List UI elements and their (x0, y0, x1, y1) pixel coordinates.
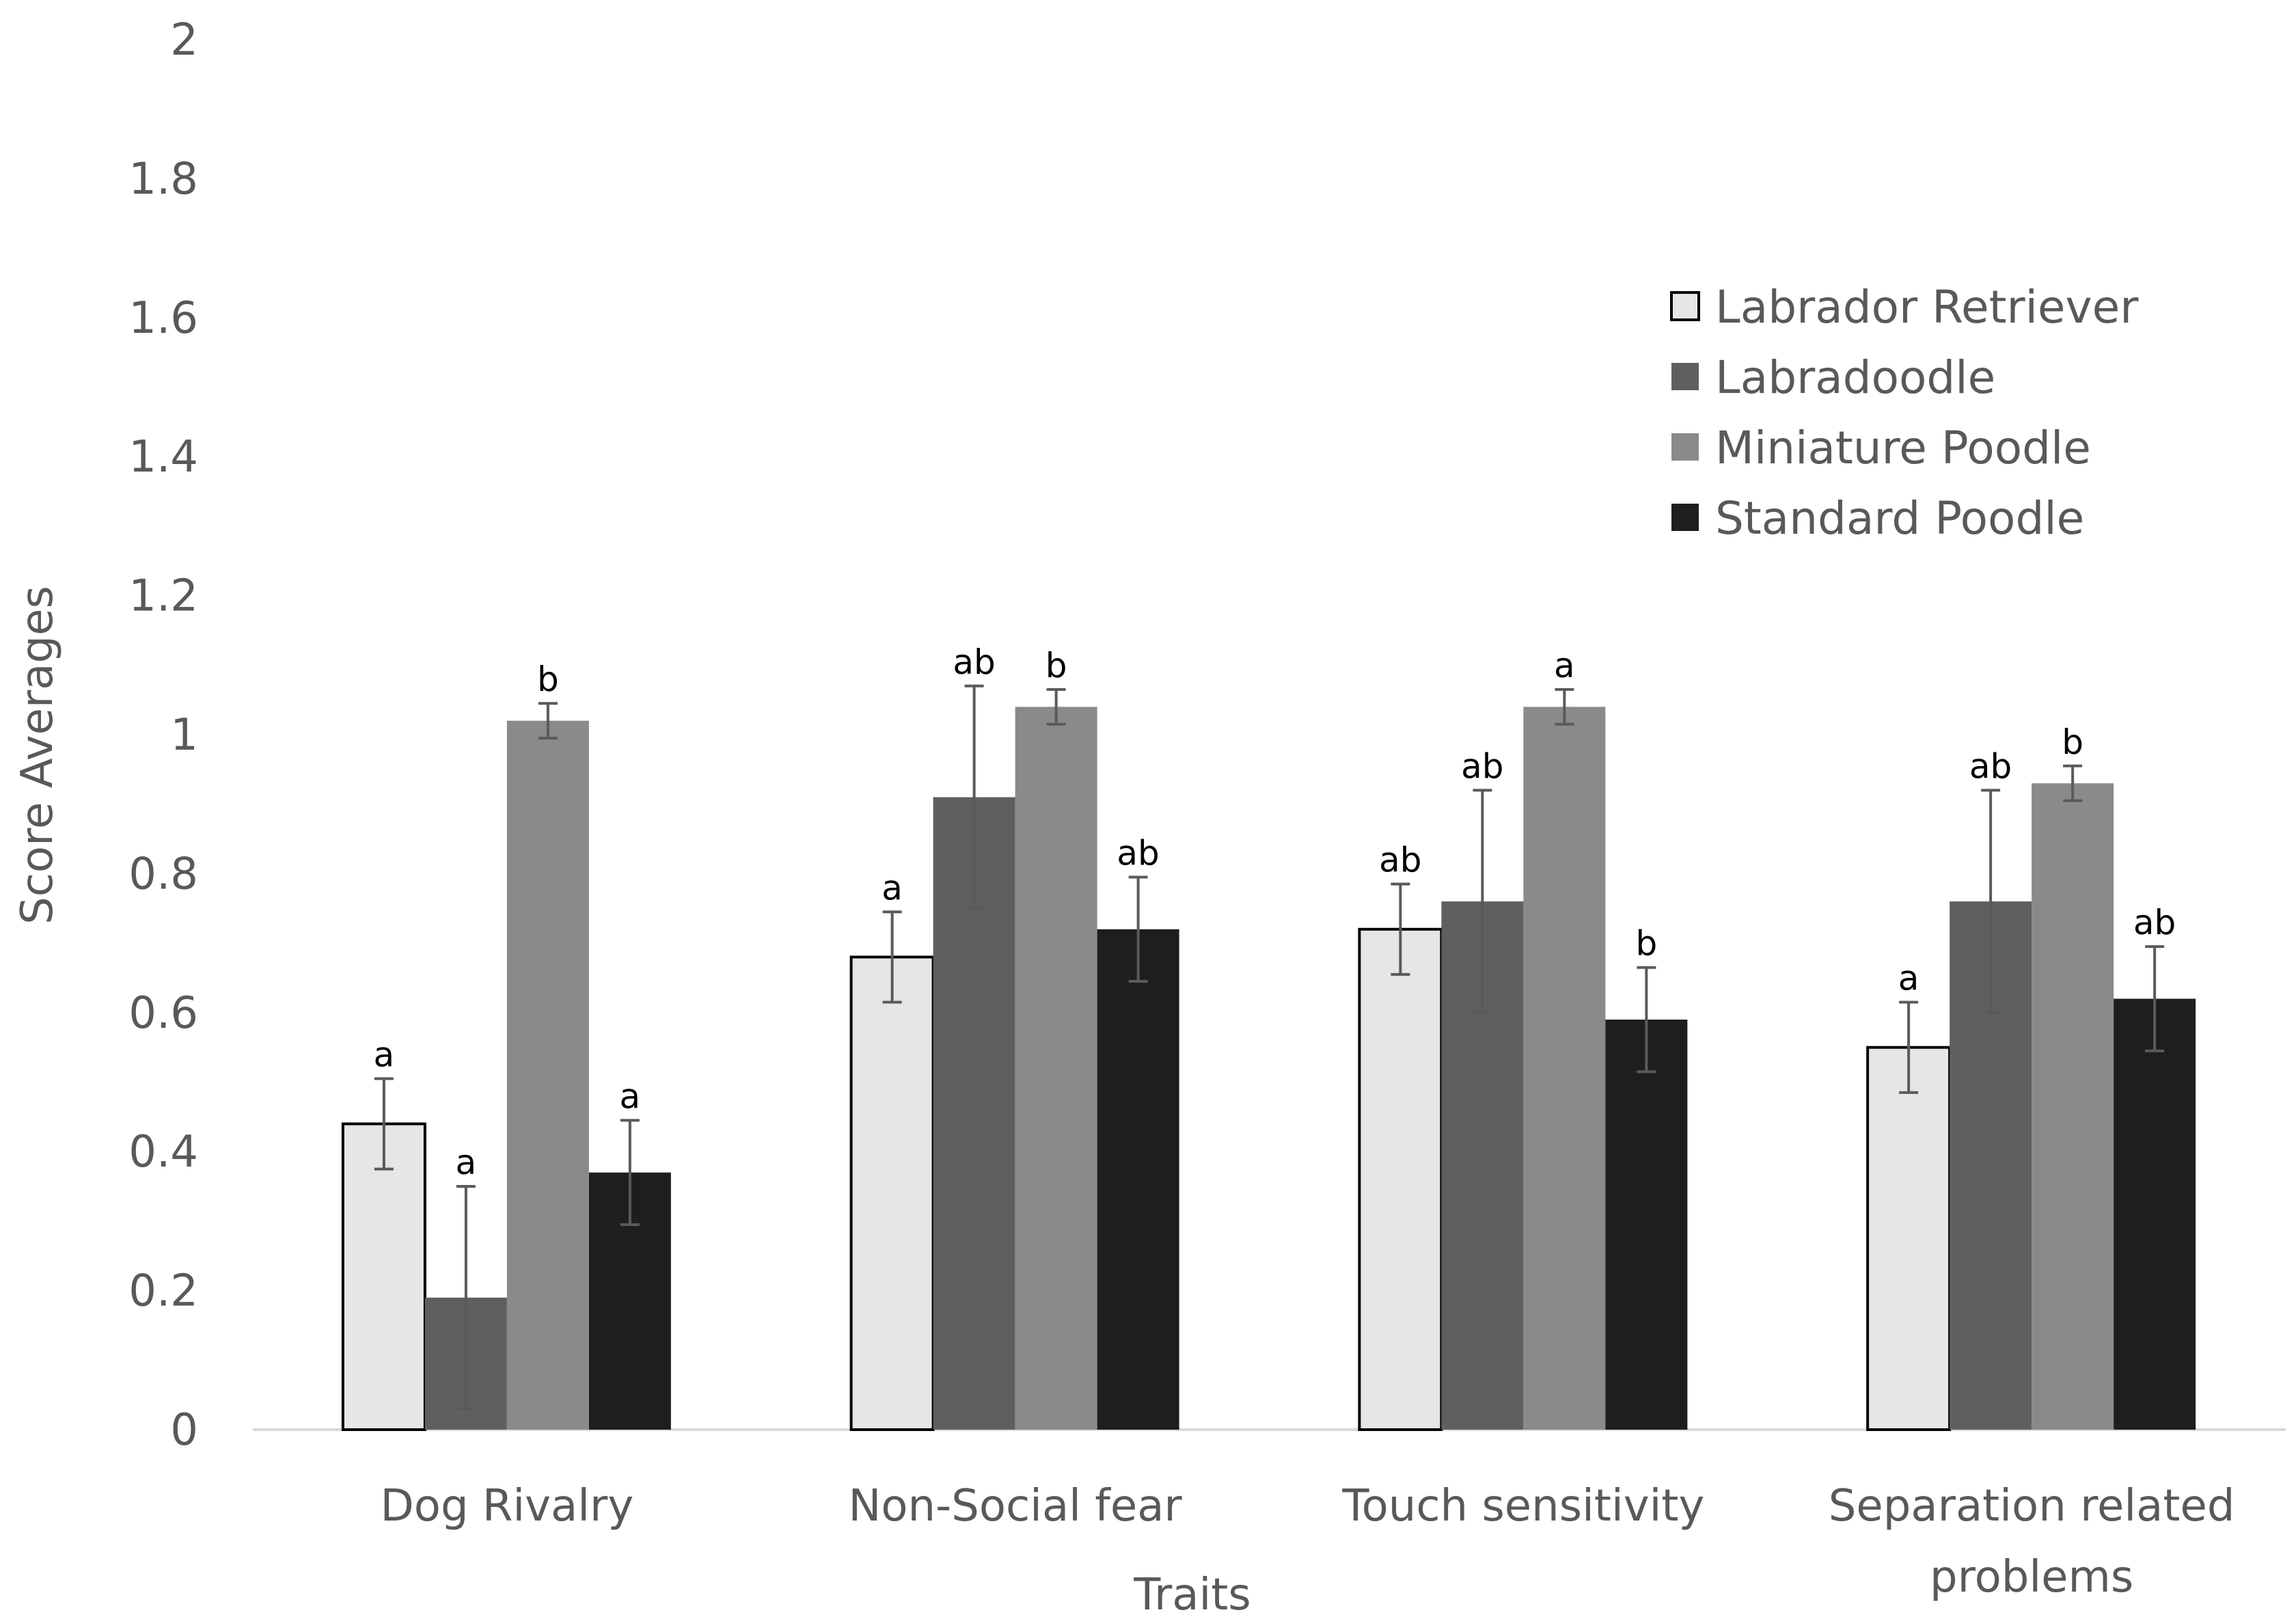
x-category-label: Touch sensitivity (1341, 1481, 1704, 1531)
y-axis-title: Score Averages (12, 586, 63, 925)
significance-letter: b (2062, 722, 2083, 762)
bar (1358, 927, 1443, 1431)
bar (1605, 1019, 1688, 1430)
category-labels: Dog Rivalry Non-Social fear Touch sensitiv… (381, 1481, 2235, 1603)
y-tick-label: 0.4 (128, 1127, 198, 1177)
bar (2032, 783, 2114, 1430)
y-tick-label: 1.2 (128, 571, 198, 622)
significance-letter: ab (1379, 841, 1421, 880)
legend-swatch (1671, 504, 1699, 531)
significance-letter: a (620, 1076, 641, 1116)
significance-letter: ab (1969, 746, 2012, 786)
y-tick-label: 0.6 (128, 988, 198, 1039)
significance-letter: a (1898, 959, 1919, 998)
y-tick-label: 1.8 (128, 154, 198, 204)
legend-swatch (1670, 291, 1700, 321)
legend-label: Labradoodle (1715, 351, 1995, 404)
legend-swatch (1671, 433, 1699, 461)
significance-letter: b (1046, 646, 1067, 685)
legend: Labrador Retriever Labradoodle Miniature P… (1670, 281, 2139, 545)
significance-letter: ab (953, 642, 995, 682)
bar (506, 720, 589, 1430)
y-tick-label: 0.2 (128, 1266, 198, 1317)
bar (849, 955, 935, 1431)
x-axis-title: Traits (1133, 1570, 1250, 1620)
y-tick-label: 2 (170, 15, 198, 66)
y-tick-label: 0.8 (128, 849, 198, 899)
significance-letter: b (537, 659, 559, 699)
x-category-label: Dog Rivalry (381, 1481, 634, 1531)
significance-letter: a (374, 1035, 395, 1074)
significance-letter: a (456, 1143, 477, 1182)
significance-letter: a (882, 868, 903, 908)
significance-letter: ab (2133, 903, 2176, 942)
bar (2114, 998, 2196, 1430)
bar (1866, 1046, 1952, 1431)
y-axis-ticks: 0 0.2 0.4 0.6 0.8 1 1.2 1.4 1.6 1.8 2 (128, 15, 198, 1456)
x-category-label: Non-Social fear (849, 1481, 1183, 1531)
y-tick-label: 1.6 (128, 293, 198, 344)
legend-label: Miniature Poodle (1715, 422, 2091, 474)
legend-swatch (1671, 363, 1699, 390)
legend-label: Labrador Retriever (1715, 281, 2139, 333)
legend-label: Standard Poodle (1715, 492, 2084, 545)
bar (341, 1122, 426, 1432)
significance-letter: ab (1461, 746, 1503, 786)
y-tick-label: 1.4 (128, 432, 198, 482)
x-category-label: Separation related problems (1829, 1481, 2235, 1603)
bar (1097, 929, 1179, 1430)
y-tick-label: 0 (170, 1405, 198, 1456)
bar (1523, 707, 1606, 1430)
significance-letter: ab (1117, 833, 1159, 873)
significance-letter: b (1636, 924, 1658, 964)
significance-letter: a (1554, 646, 1575, 685)
bar (1015, 707, 1097, 1430)
y-tick-label: 1 (170, 710, 198, 761)
